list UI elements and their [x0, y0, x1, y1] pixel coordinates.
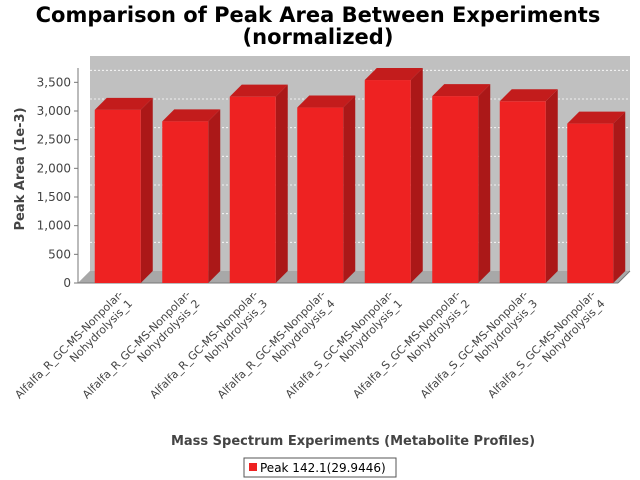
bar [432, 84, 491, 284]
bar-top [162, 109, 221, 122]
y-tick-label: 1,500 [37, 190, 71, 204]
bar [94, 97, 153, 283]
chart-title-line1: Comparison of Peak Area Between Experime… [36, 3, 601, 27]
bar-top [297, 95, 356, 108]
bar [364, 68, 423, 283]
bar-front [499, 101, 546, 284]
y-tick-label: 2,000 [37, 161, 71, 175]
y-axis: 0 500 1,000 1,500 2,000 2,500 3,000 3,500 [37, 68, 79, 290]
bar-front [567, 123, 614, 283]
bar-side [208, 109, 221, 283]
y-axis-label: Peak Area (1e-3) [13, 107, 28, 230]
x-tick-label: Alfalfa_R_GC-MS-Nonpolar-Nohydrolysis_1 [12, 288, 135, 411]
bar [499, 89, 558, 284]
chart-title-line2: (normalized) [243, 25, 394, 49]
bar-side [545, 89, 558, 284]
x-tick-label-line1: Alfalfa_R_GC-MS-Nonpolar- [80, 288, 193, 401]
x-tick-label-line1: Alfalfa_R_GC-MS-Nonpolar- [215, 288, 328, 401]
bar [162, 109, 221, 283]
bar-front [94, 109, 141, 283]
bar-front [162, 121, 209, 283]
x-tick-label-line1: Alfalfa_S_GC-MS-Nonpolar- [418, 288, 531, 401]
bar [229, 84, 288, 284]
y-tick-label: 1,000 [37, 219, 71, 233]
bar-side [275, 84, 288, 284]
x-axis-label: Mass Spectrum Experiments (Metabolite Pr… [171, 434, 535, 449]
x-tick-label-line1: Alfalfa_S_GC-MS-Nonpolar- [485, 288, 598, 401]
x-tick-label-line1: Alfalfa_S_GC-MS-Nonpolar- [283, 288, 396, 401]
bar-side [410, 68, 423, 283]
y-tick-label: 3,000 [37, 104, 71, 118]
bar-side [140, 97, 153, 283]
x-axis-depth-line [617, 270, 631, 284]
bars [94, 68, 626, 284]
bar-top [364, 68, 423, 81]
legend-box [243, 457, 397, 478]
y-tick-label: 500 [48, 247, 71, 261]
legend-label: Peak 142.1(29.9446) [260, 461, 386, 475]
y-tick-label: 2,500 [37, 133, 71, 147]
y-tick-label: 3,500 [37, 75, 71, 89]
bar-front [297, 107, 344, 283]
bar-front [432, 96, 479, 284]
bar-top [94, 97, 153, 110]
bar-top [432, 84, 491, 97]
x-tick-label-line1: Alfalfa_S_GC-MS-Nonpolar- [350, 288, 463, 401]
bar-side [478, 84, 491, 284]
bar-top [499, 89, 558, 102]
x-tick-label-line1: Alfalfa_R_GC-MS-Nonpolar- [12, 288, 125, 401]
bar [297, 95, 356, 283]
legend-swatch [249, 463, 257, 471]
bar-front [364, 80, 411, 283]
bar [567, 111, 626, 283]
legend: Peak 142.1(29.9446) [243, 457, 397, 478]
bar-side [613, 111, 626, 283]
y-tick-label: 0 [63, 276, 71, 290]
bar-top [229, 84, 288, 97]
x-tick-label-line1: Alfalfa_R_GC-MS-Nonpolar- [147, 288, 260, 401]
x-axis-categories: Alfalfa_R_GC-MS-Nonpolar-Nohydrolysis_1A… [12, 288, 607, 411]
bar-front [229, 96, 276, 284]
bar-top [567, 111, 626, 124]
bar-side [343, 95, 356, 283]
